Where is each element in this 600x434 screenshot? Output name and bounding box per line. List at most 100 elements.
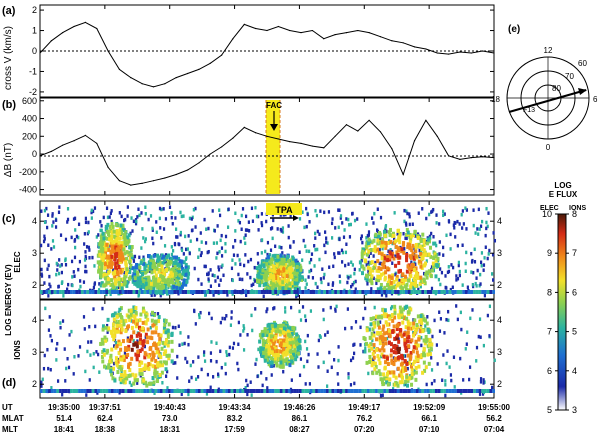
elec-flux-cell (99, 268, 103, 273)
ions-flux-cell (388, 370, 392, 375)
ions-flux-cell (142, 309, 146, 314)
ions-background-cell (486, 313, 489, 318)
elec-background-cell (404, 236, 407, 240)
ions-flux-cell (422, 360, 426, 365)
ions-flux-cell (376, 322, 380, 327)
ions-flux-cell (138, 360, 142, 365)
elec-background-cell (485, 220, 488, 225)
panel-d-tick-label: 4 (32, 315, 37, 325)
elec-background-cell (440, 270, 444, 275)
ions-flux-cell (405, 316, 409, 321)
elec-flux-cell (283, 276, 287, 281)
elec-flux-cell (174, 259, 178, 264)
elec-background-cell (257, 261, 260, 266)
elec-flux-cell (284, 286, 288, 291)
ions-flux-cell (424, 339, 428, 344)
cross-v-point (107, 50, 109, 52)
ions-flux-cell (381, 342, 385, 347)
elec-flux-cell (284, 262, 288, 267)
elec-flux-cell (412, 277, 416, 282)
elec-background-cell (83, 242, 86, 246)
ions-flux-cell (382, 311, 386, 316)
ions-flux-cell (390, 370, 394, 375)
elec-background-cell (479, 224, 483, 229)
elec-background-cell (43, 220, 47, 224)
elec-flux-cell (135, 282, 139, 287)
elec-lowband-cell (200, 290, 204, 294)
elec-background-cell (470, 260, 474, 264)
elec-background-cell (281, 230, 285, 234)
elec-background-cell (102, 215, 105, 220)
ions-lowband-cell (296, 389, 299, 393)
elec-background-cell (239, 262, 242, 267)
elec-flux-cell (386, 280, 390, 285)
delta-b-point (50, 150, 52, 152)
ions-flux-cell (271, 357, 275, 362)
panel-d-spectrogram (40, 304, 496, 398)
ions-flux-cell (275, 349, 279, 354)
elec-flux-cell (380, 287, 384, 292)
ions-flux-cell (383, 337, 387, 342)
elec-background-cell (234, 262, 237, 266)
ions-lowband-cell (206, 389, 209, 393)
elec-background-cell (49, 284, 52, 289)
elec-lowband-cell (192, 290, 196, 294)
elec-background-cell (305, 249, 308, 253)
elec-background-cell (435, 243, 438, 248)
ions-flux-cell (282, 330, 286, 335)
colorbar-left-tick-label: 9 (547, 248, 552, 258)
ions-flux-cell (405, 361, 409, 366)
ions-flux-cell (134, 320, 138, 325)
elec-background-cell (174, 216, 177, 220)
elec-background-cell (279, 213, 282, 217)
ions-background-cell (106, 323, 109, 328)
elec-lowband-cell (342, 290, 346, 294)
elec-background-cell (265, 219, 268, 224)
ions-flux-cell (272, 334, 276, 339)
elec-flux-cell (394, 244, 398, 249)
elec-flux-cell (133, 281, 137, 286)
elec-flux-cell (425, 275, 429, 280)
elec-background-cell (60, 263, 63, 267)
elec-background-cell (375, 281, 378, 286)
ions-background-cell (194, 377, 198, 381)
ions-background-cell (90, 340, 93, 344)
elec-background-cell (338, 208, 341, 212)
elec-flux-cell (389, 240, 393, 245)
elec-background-cell (138, 255, 141, 260)
elec-background-cell (206, 250, 209, 255)
ions-flux-cell (416, 357, 420, 362)
cross-v-point (141, 83, 143, 85)
elec-background-cell (445, 233, 448, 238)
elec-background-cell (333, 252, 336, 256)
elec-background-cell (347, 217, 350, 222)
elec-flux-cell (283, 279, 287, 284)
elec-background-cell (439, 282, 442, 287)
ions-lowband-cell (459, 389, 463, 393)
elec-background-cell (243, 236, 246, 240)
ions-background-cell (113, 344, 116, 348)
elec-lowband-cell (69, 290, 73, 294)
elec-flux-cell (125, 280, 129, 285)
elec-flux-cell (157, 268, 161, 273)
elec-lowband-cell (282, 290, 286, 294)
elec-background-cell (315, 213, 319, 218)
elec-background-cell (319, 209, 322, 213)
elec-background-cell (173, 241, 177, 246)
elec-lowband-cell (334, 290, 337, 294)
elec-background-cell (430, 231, 433, 236)
elec-flux-cell (108, 261, 112, 266)
ions-background-cell (354, 320, 358, 324)
elec-lowband-cell (184, 290, 188, 294)
elec-flux-cell (382, 229, 386, 234)
elec-background-cell (40, 267, 43, 272)
ions-flux-cell (282, 338, 286, 343)
elec-flux-cell (406, 264, 410, 269)
elec-background-cell (207, 271, 210, 275)
ions-lowband-cell (86, 389, 90, 393)
ions-flux-cell (161, 340, 165, 345)
elec-background-cell (419, 284, 422, 289)
elec-background-cell (95, 235, 98, 239)
elec-lowband-cell (481, 290, 485, 294)
ions-background-cell (177, 324, 180, 329)
